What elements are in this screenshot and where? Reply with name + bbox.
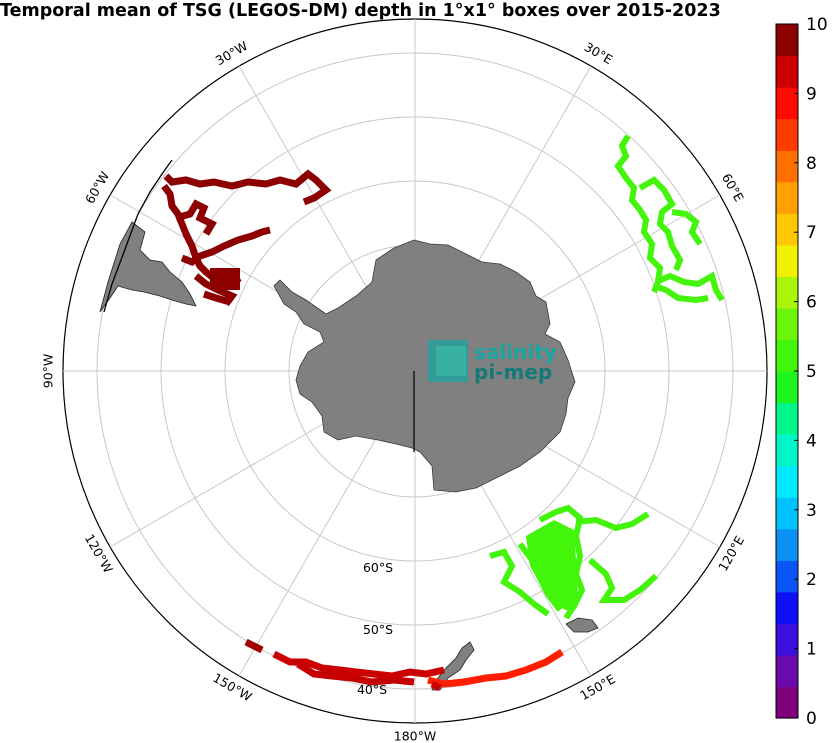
latitude-label: 60°S	[363, 560, 393, 575]
colorbar-segment	[776, 497, 798, 530]
longitude-label: 60°E	[719, 171, 747, 205]
colorbar-label: 0	[806, 709, 817, 729]
colorbar-label: 6	[806, 293, 817, 313]
antarctica-landmass	[273, 239, 576, 493]
colorbar-segment	[776, 87, 798, 120]
colorbar-segment	[776, 371, 798, 404]
longitude-label: 90°W	[41, 354, 56, 389]
colorbar-segment	[776, 623, 798, 656]
colorbar-segment	[776, 339, 798, 372]
colorbar-label: 8	[806, 154, 817, 174]
colorbar-segment	[776, 276, 798, 309]
colorbar-label: 3	[806, 501, 817, 521]
colorbar-segment	[776, 591, 798, 624]
coastline-outline	[103, 159, 173, 313]
colorbar-segment	[776, 307, 798, 341]
longitude-label: 30°E	[582, 39, 616, 67]
latitude-label: 40°S	[357, 682, 387, 697]
colorbar-segment	[776, 686, 798, 719]
colorbar-segment	[776, 654, 798, 688]
colorbar-label: 9	[806, 84, 817, 104]
longitude-label: 180°W	[394, 729, 436, 743]
salinity-pi-mep-logo: salinity pi-mep	[428, 340, 557, 384]
colorbar-label: 10	[806, 15, 828, 35]
track-indian-sector	[614, 134, 725, 304]
colorbar-segment	[776, 434, 798, 467]
colorbar-segment	[776, 55, 798, 88]
colorbar-label: 7	[806, 223, 817, 243]
tasmania	[565, 617, 599, 633]
track-tasmania-block	[526, 520, 578, 612]
colorbar-segment	[776, 402, 798, 435]
colorbar-segment	[776, 560, 798, 593]
colorbar-label: 5	[806, 362, 817, 382]
latitude-label: 50°S	[363, 622, 393, 637]
logo-text-salinity: salinity	[474, 340, 557, 364]
colorbar-segment	[776, 118, 798, 151]
track-new-zealand-pacific	[244, 638, 564, 692]
logo-text-pimep: pi-mep	[474, 360, 552, 384]
meridian-line	[109, 401, 362, 548]
colorbar-segment	[776, 24, 798, 57]
colorbar-segment	[776, 244, 798, 277]
colorbar-segment	[776, 213, 798, 246]
colorbar-segment	[776, 528, 798, 561]
track-drake-cluster	[210, 268, 240, 290]
meridian-line	[238, 424, 385, 677]
meridian-line	[238, 65, 385, 318]
map-title: Temporal mean of TSG (LEGOS-DM) depth in…	[0, 1, 721, 21]
colorbar-label: 1	[806, 640, 817, 660]
colorbar-segment	[776, 465, 798, 498]
colorbar-segment	[776, 150, 798, 183]
new-zealand	[431, 641, 475, 691]
colorbar-label: 2	[806, 570, 817, 590]
colorbar-segment	[776, 181, 798, 214]
colorbar-label: 4	[806, 431, 817, 451]
